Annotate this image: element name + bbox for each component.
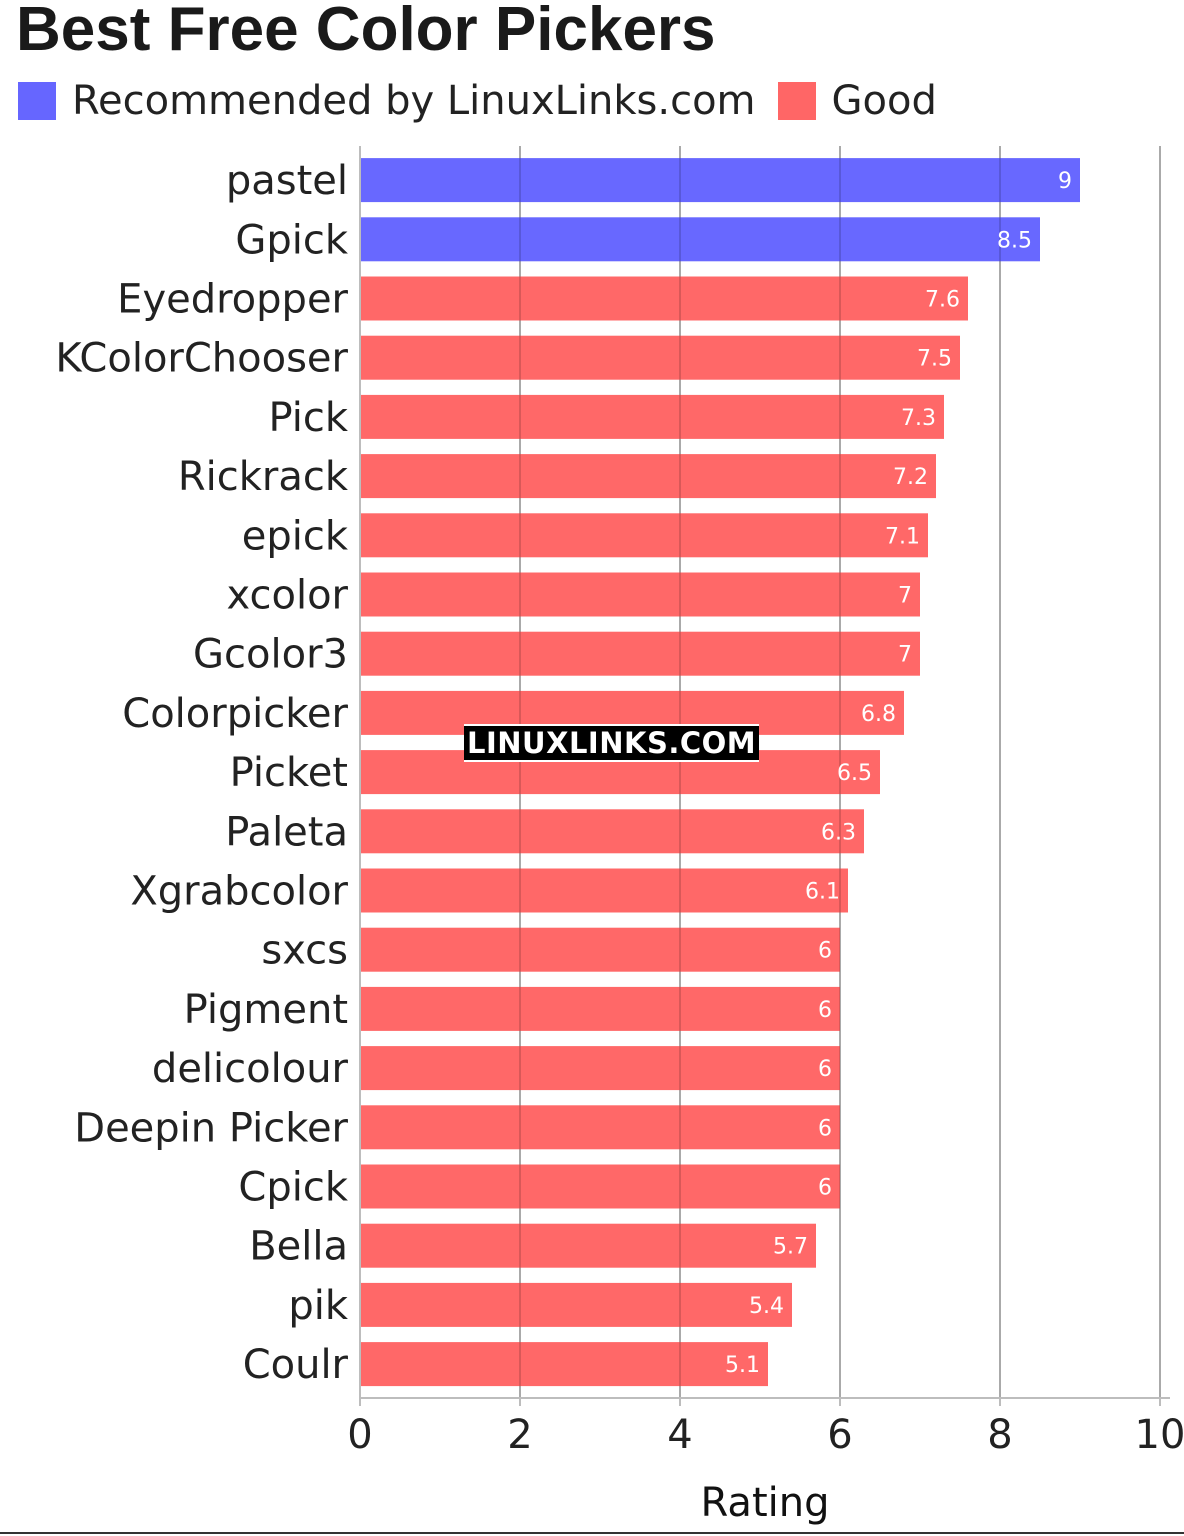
bar-14 <box>360 986 840 1031</box>
bar-6 <box>360 513 928 558</box>
bar-3 <box>360 335 960 380</box>
bar-20 <box>360 1342 768 1387</box>
category-label-17: Cpick <box>238 1165 348 1211</box>
value-label-1: 8.5 <box>997 228 1032 253</box>
category-label-15: delicolour <box>152 1046 349 1092</box>
bar-0 <box>360 158 1080 203</box>
x-tick-label-5: 10 <box>1135 1412 1184 1458</box>
value-label-18: 5.7 <box>773 1235 808 1260</box>
category-label-9: Colorpicker <box>122 691 348 737</box>
bar-4 <box>360 394 944 439</box>
x-tick-label-2: 4 <box>667 1412 692 1458</box>
category-label-12: Xgrabcolor <box>130 869 348 915</box>
watermark-logo: LINUXLINKS.COM <box>464 724 760 762</box>
category-label-4: Pick <box>268 395 348 441</box>
category-label-14: Pigment <box>184 987 348 1033</box>
bar-7 <box>360 572 920 617</box>
chart-title: Best Free Color Pickers <box>16 0 716 64</box>
bar-12 <box>360 868 848 913</box>
legend-item-good: Good <box>777 78 937 124</box>
bar-16 <box>360 1105 840 1150</box>
legend-swatch-recommended <box>18 82 56 120</box>
x-tick-label-4: 8 <box>987 1412 1012 1458</box>
category-label-3: KColorChooser <box>55 336 348 382</box>
value-label-20: 5.1 <box>725 1353 760 1378</box>
category-label-13: sxcs <box>261 928 348 974</box>
bar-15 <box>360 1046 840 1091</box>
category-label-0: pastel <box>226 158 348 204</box>
bar-11 <box>360 809 864 854</box>
bar-17 <box>360 1164 840 1209</box>
legend-label-good: Good <box>831 78 937 124</box>
category-label-2: Eyedropper <box>117 277 348 323</box>
legend-swatch-good <box>777 82 816 120</box>
category-label-6: epick <box>242 513 349 559</box>
bottom-divider <box>0 1532 1184 1534</box>
bar-5 <box>360 454 936 499</box>
bars <box>360 146 1161 1398</box>
value-label-5: 7.2 <box>893 465 928 490</box>
x-tick-label-3: 6 <box>827 1412 852 1458</box>
labels: 0 2 4 6 8 10 9 pastel 8.5 Gpick 7.6 Eyedropper 7.5 KC… <box>55 158 1184 1526</box>
legend: Recommended by LinuxLinks.com Good <box>18 78 959 124</box>
value-label-13: 6 <box>818 939 832 964</box>
category-label-20: Coulr <box>243 1342 349 1388</box>
value-label-7: 7 <box>898 584 912 609</box>
x-tick-label-0: 0 <box>347 1412 372 1458</box>
category-label-19: pik <box>288 1283 349 1329</box>
category-label-7: xcolor <box>227 573 349 619</box>
value-label-2: 7.6 <box>925 288 960 313</box>
category-label-5: Rickrack <box>178 454 349 500</box>
value-label-17: 6 <box>818 1176 832 1201</box>
value-label-15: 6 <box>818 1057 832 1082</box>
bar-19 <box>360 1282 792 1327</box>
legend-item-recommended: Recommended by LinuxLinks.com <box>18 78 756 124</box>
value-label-0: 9 <box>1058 169 1072 194</box>
value-label-11: 6.3 <box>821 820 856 845</box>
category-label-10: Picket <box>230 750 348 796</box>
value-label-6: 7.1 <box>885 524 920 549</box>
value-label-14: 6 <box>818 998 832 1023</box>
category-label-11: Paleta <box>225 809 348 855</box>
value-label-9: 6.8 <box>861 702 896 727</box>
bar-1 <box>360 217 1040 262</box>
x-tick-label-1: 2 <box>507 1412 532 1458</box>
value-label-16: 6 <box>818 1116 832 1141</box>
value-label-12: 6.1 <box>805 880 840 905</box>
bar-18 <box>360 1223 816 1268</box>
axes <box>359 146 1170 1406</box>
category-label-18: Bella <box>249 1224 348 1270</box>
category-label-1: Gpick <box>235 217 348 263</box>
category-label-8: Gcolor3 <box>193 632 348 678</box>
bar-2 <box>360 276 968 321</box>
category-label-16: Deepin Picker <box>74 1105 348 1151</box>
value-label-3: 7.5 <box>917 347 952 372</box>
bar-13 <box>360 927 840 972</box>
legend-label-recommended: Recommended by LinuxLinks.com <box>72 78 756 124</box>
value-label-4: 7.3 <box>901 406 936 431</box>
x-axis-title: Rating <box>701 1480 830 1526</box>
value-label-8: 7 <box>898 643 912 668</box>
value-label-19: 5.4 <box>749 1294 784 1319</box>
bar-8 <box>360 631 920 676</box>
value-label-10: 6.5 <box>837 761 872 786</box>
